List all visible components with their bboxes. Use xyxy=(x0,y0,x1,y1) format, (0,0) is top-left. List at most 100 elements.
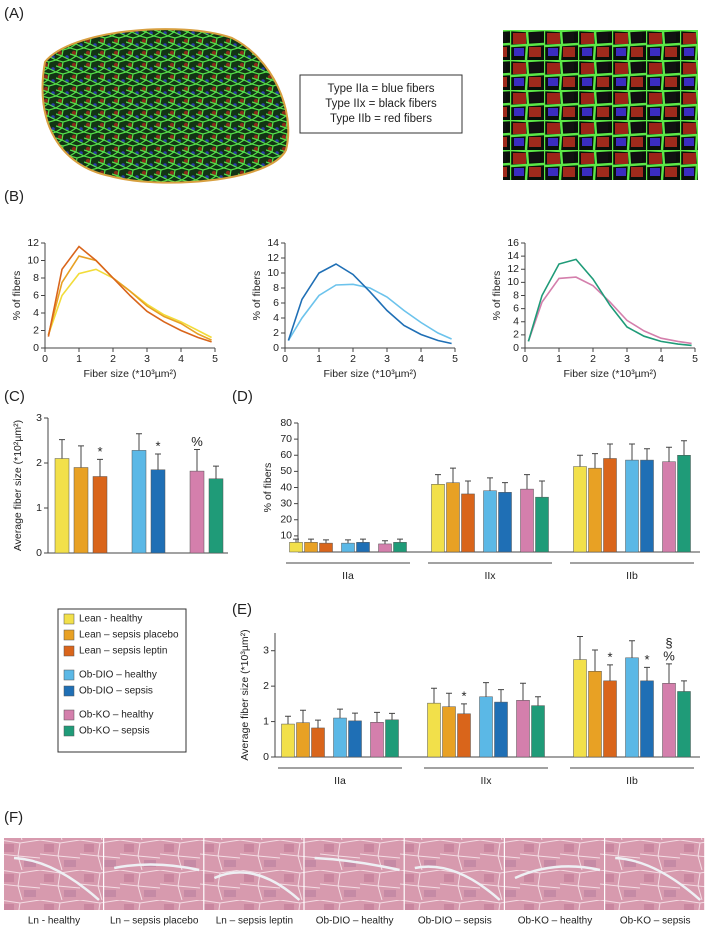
error-bar xyxy=(629,443,635,461)
bar xyxy=(341,542,355,553)
line-series xyxy=(527,258,692,347)
x-tick-label: IIb xyxy=(626,775,638,787)
bar xyxy=(588,467,602,553)
error-bar xyxy=(308,538,314,543)
bar xyxy=(677,691,691,758)
y-axis-label: % of fibers xyxy=(11,271,23,321)
error-bar xyxy=(337,708,343,719)
error-bar xyxy=(577,636,583,660)
bar xyxy=(304,542,318,553)
legend-label: Ob-KO – sepsis xyxy=(79,726,150,737)
error-bar xyxy=(465,480,471,494)
error-bar xyxy=(446,692,452,707)
legend-swatch xyxy=(63,709,75,721)
error-bar xyxy=(323,539,329,544)
x-tick-label: 2 xyxy=(350,353,356,365)
y-tick-label: 2 xyxy=(36,457,42,469)
error-bar xyxy=(644,666,650,681)
bar xyxy=(498,492,512,553)
y-tick-label: 14 xyxy=(507,250,519,262)
error-bar xyxy=(487,477,493,491)
error-bar xyxy=(483,682,489,697)
histology-label: Ln - healthy xyxy=(28,916,80,927)
bar xyxy=(333,717,347,758)
y-tick-label: 16 xyxy=(507,237,519,249)
panel-label: (D) xyxy=(232,388,253,405)
y-tick-label: 12 xyxy=(27,237,39,249)
error-bar xyxy=(315,719,321,728)
y-tick-label: 1 xyxy=(36,502,42,514)
x-tick-label: 2 xyxy=(110,353,116,365)
line-series xyxy=(47,245,212,343)
legend-swatch xyxy=(63,725,75,737)
error-bar xyxy=(300,709,306,723)
y-axis-label: % of fibers xyxy=(251,271,263,321)
x-axis-label: Fiber size (*10³µm²) xyxy=(564,368,657,380)
y-tick-label: 6 xyxy=(513,302,519,314)
histology-crack xyxy=(314,856,400,872)
bar xyxy=(348,720,362,758)
error-bar xyxy=(450,467,456,483)
y-tick-label: 0 xyxy=(33,342,39,354)
histology-label: Ob-DIO – healthy xyxy=(316,916,394,927)
x-tick-label: 3 xyxy=(144,353,150,365)
error-bar xyxy=(681,440,687,456)
bar xyxy=(208,478,224,554)
legend-label: Ob-DIO – healthy xyxy=(79,670,157,681)
line-series xyxy=(527,276,692,345)
y-tick-label: 10 xyxy=(27,254,39,266)
y-tick-label: 3 xyxy=(36,412,42,424)
error-bar xyxy=(629,640,635,658)
x-axis-label: Fiber size (*10³µm²) xyxy=(84,368,177,380)
error-bar xyxy=(681,680,687,692)
y-tick-label: 12 xyxy=(507,263,519,275)
bar xyxy=(189,470,205,554)
legend-box xyxy=(57,608,187,753)
histology-label: Ln – sepsis placebo xyxy=(110,916,199,927)
legend-swatch xyxy=(63,613,75,625)
line-series xyxy=(287,283,452,341)
legend-label: Lean - healthy xyxy=(79,614,142,625)
bar xyxy=(603,458,617,553)
bar xyxy=(442,706,456,758)
bar xyxy=(457,713,471,758)
error-bar xyxy=(213,465,219,479)
y-tick-label: 2 xyxy=(33,324,39,336)
bar xyxy=(427,702,441,758)
bar xyxy=(588,671,602,758)
annotation: * xyxy=(97,444,102,459)
histology-label: Ob-KO – healthy xyxy=(518,916,592,927)
y-tick-label: 60 xyxy=(280,449,292,461)
bar xyxy=(356,542,370,553)
panel-label: (E) xyxy=(232,601,252,618)
error-bar xyxy=(59,439,65,459)
bar xyxy=(625,657,639,758)
bar xyxy=(73,467,89,554)
y-axis-label: Average fiber size (*10²µm²) xyxy=(12,420,24,551)
bar xyxy=(662,461,676,553)
histology-crack xyxy=(13,856,100,901)
error-bar xyxy=(461,703,467,714)
error-bar xyxy=(374,711,380,723)
error-bar xyxy=(592,649,598,672)
histology-label: Ln – sepsis leptin xyxy=(216,916,293,927)
line-series xyxy=(287,263,452,345)
bar xyxy=(479,696,493,758)
bar xyxy=(461,493,475,553)
y-tick-label: 80 xyxy=(280,417,292,429)
y-tick-label: 10 xyxy=(507,276,519,288)
error-bar xyxy=(155,453,161,470)
x-tick-label: 4 xyxy=(418,353,424,365)
legend-swatch xyxy=(63,629,75,641)
legend-swatch xyxy=(63,645,75,657)
histology-crack xyxy=(615,856,702,901)
y-tick-label: 2 xyxy=(263,680,269,692)
histology-image xyxy=(605,838,705,910)
bar xyxy=(640,680,654,758)
error-bar xyxy=(78,445,84,468)
bar xyxy=(625,459,639,553)
x-tick-label: 4 xyxy=(658,353,664,365)
x-tick-label: 1 xyxy=(316,353,322,365)
x-tick-label: 1 xyxy=(76,353,82,365)
error-bar xyxy=(592,453,598,469)
